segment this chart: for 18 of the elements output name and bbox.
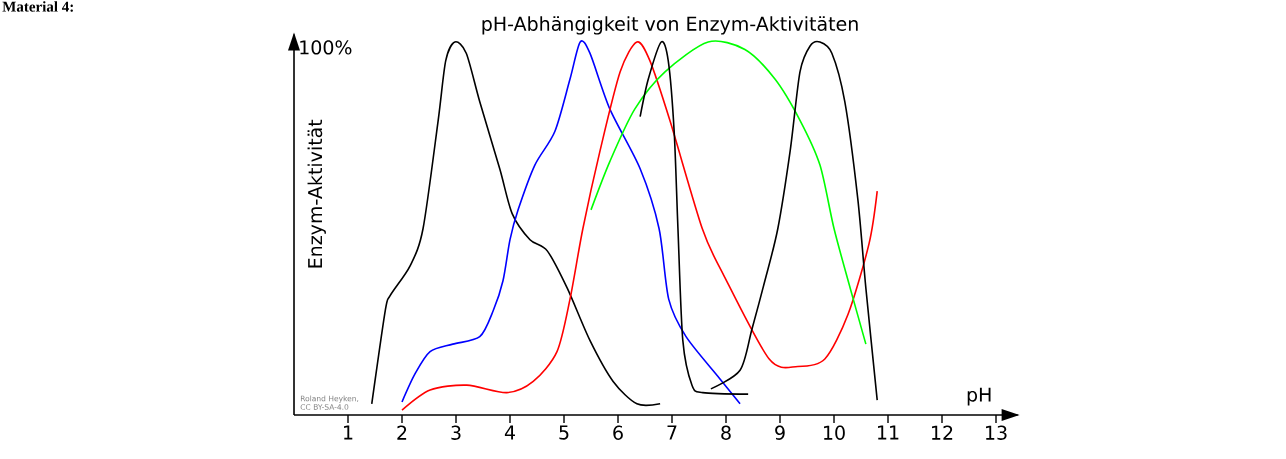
x-tick-label: 7	[667, 425, 677, 440]
x-tick-label: 5	[559, 425, 569, 440]
text: Material 4:	[2, 1, 73, 12]
x-tick-label: 8	[721, 425, 731, 440]
x-tick-label: 4	[504, 425, 515, 440]
y-axis-title: Enzym-Aktivität	[307, 119, 326, 268]
x-tick-label: 6	[613, 425, 623, 440]
x-tick-label: 1	[344, 425, 353, 440]
x-tick-label: 11	[878, 425, 899, 440]
x-tick-label: 2	[397, 425, 407, 440]
x-tick-label: 13	[986, 425, 1007, 440]
x-tick-label: 10	[824, 425, 845, 440]
chart-title: pH-Abhängigkeit von Enzym-Aktivitäten	[482, 16, 858, 35]
x-tick-label: 12	[932, 425, 953, 440]
x-axis-title: pH	[967, 387, 991, 406]
x-tick-label: 3	[451, 425, 461, 440]
x-tick-label: 9	[775, 425, 785, 440]
annotation: 100%	[300, 40, 352, 55]
